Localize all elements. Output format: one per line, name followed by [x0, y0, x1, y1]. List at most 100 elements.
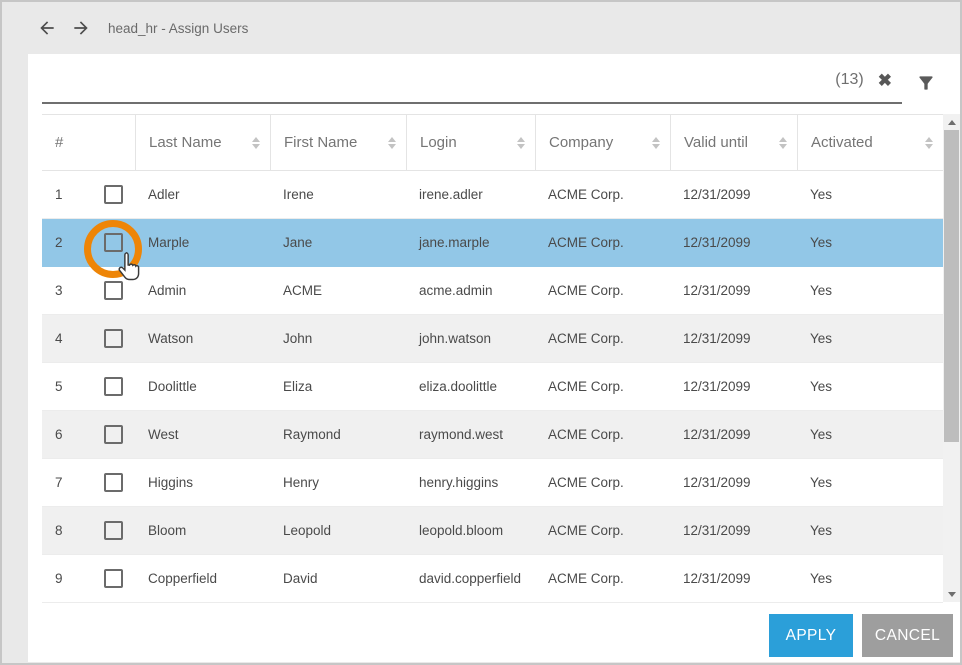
column-header-activated[interactable]: Activated — [797, 115, 943, 170]
column-header-valid-until[interactable]: Valid until — [670, 115, 797, 170]
cell-last-name: West — [148, 427, 179, 442]
cell-first-name: Eliza — [283, 379, 313, 394]
table-row-6[interactable]: 6 West Raymond raymond.west ACME Corp. 12/31/… — [42, 411, 943, 459]
column-header-label: Valid until — [684, 134, 748, 151]
cell-first-name: Raymond — [283, 427, 341, 442]
cell-valid-until: 12/31/2099 — [683, 571, 751, 586]
scroll-up-icon[interactable] — [943, 114, 960, 130]
row-9-checkbox[interactable] — [104, 569, 123, 588]
table-row-8[interactable]: 8 Bloom Leopold leopold.bloom ACME Corp. 12/3… — [42, 507, 943, 555]
table-row-1[interactable]: 1 Adler Irene irene.adler ACME Corp. 12/31/20… — [42, 171, 943, 219]
row-number: 4 — [55, 331, 63, 346]
row-number-cell: 8 — [42, 521, 135, 540]
cell-last-name: Watson — [148, 331, 194, 346]
cell-login: henry.higgins — [419, 475, 499, 490]
cell-last-name: Marple — [148, 235, 190, 250]
clear-filter-icon[interactable]: ✖ — [877, 70, 892, 90]
table-row-5[interactable]: 5 Doolittle Eliza eliza.doolittle ACME Corp.… — [42, 363, 943, 411]
row-number: 2 — [55, 235, 63, 250]
cell-company: ACME Corp. — [548, 523, 624, 538]
row-number: 1 — [55, 187, 63, 202]
column-header-label: Login — [420, 134, 457, 151]
cell-valid-until: 12/31/2099 — [683, 235, 751, 250]
column-header-first-name[interactable]: First Name — [270, 115, 406, 170]
column-header-label: Company — [549, 134, 614, 151]
column-header-login[interactable]: Login — [406, 115, 535, 170]
filter-field: (13) ✖ — [42, 58, 902, 104]
table-row-4[interactable]: 4 Watson John john.watson ACME Corp. 12/31/20… — [42, 315, 943, 363]
cell-valid-until: 12/31/2099 — [683, 283, 751, 298]
cell-activated: Yes — [810, 571, 833, 586]
dialog-panel: (13) ✖ # Last Name First Name Login Company V… — [28, 54, 960, 662]
sort-icon — [252, 136, 260, 149]
scroll-down-icon[interactable] — [943, 586, 960, 602]
row-1-checkbox[interactable] — [104, 185, 123, 204]
row-number-cell: 4 — [42, 329, 135, 348]
row-number-cell: 1 — [42, 185, 135, 204]
cell-last-name: Admin — [148, 283, 187, 298]
cell-login: irene.adler — [419, 187, 483, 202]
action-buttons: APPLY CANCEL — [769, 614, 953, 657]
row-number: 5 — [55, 379, 63, 394]
column-header-label: First Name — [284, 134, 358, 151]
cell-last-name: Higgins — [148, 475, 194, 490]
cell-valid-until: 12/31/2099 — [683, 427, 751, 442]
table-row-2[interactable]: 2 Marple Jane jane.marple ACME Corp. 12/31/20… — [42, 219, 943, 267]
row-number-cell: 9 — [42, 569, 135, 588]
cell-login: acme.admin — [419, 283, 493, 298]
table-row-9[interactable]: 9 Copperfield David david.copperfield ACME C… — [42, 555, 943, 603]
apply-button[interactable]: APPLY — [769, 614, 853, 657]
cell-activated: Yes — [810, 427, 833, 442]
row-number: 7 — [55, 475, 63, 490]
scrollbar-thumb[interactable] — [944, 130, 959, 442]
funnel-filter-icon[interactable] — [916, 73, 936, 98]
row-2-checkbox[interactable] — [104, 233, 123, 252]
cell-login: eliza.doolittle — [419, 379, 498, 394]
row-7-checkbox[interactable] — [104, 473, 123, 492]
cell-login: jane.marple — [419, 235, 490, 250]
cell-first-name: John — [283, 331, 313, 346]
cell-last-name: Copperfield — [148, 571, 218, 586]
row-number: 6 — [55, 427, 63, 442]
cancel-button[interactable]: CANCEL — [862, 614, 953, 657]
row-5-checkbox[interactable] — [104, 377, 123, 396]
cell-login: john.watson — [419, 331, 492, 346]
back-icon[interactable] — [36, 17, 58, 39]
row-number-cell: 3 — [42, 281, 135, 300]
table-row-3[interactable]: 3 Admin ACME acme.admin ACME Corp. 12/31/2099… — [42, 267, 943, 315]
cell-activated: Yes — [810, 379, 833, 394]
cell-activated: Yes — [810, 331, 833, 346]
row-3-checkbox[interactable] — [104, 281, 123, 300]
cell-company: ACME Corp. — [548, 331, 624, 346]
table-body: 1 Adler Irene irene.adler ACME Corp. 12/31/20… — [42, 171, 943, 603]
cell-first-name: Henry — [283, 475, 320, 490]
row-4-checkbox[interactable] — [104, 329, 123, 348]
row-number-cell: 6 — [42, 425, 135, 444]
filter-row: (13) ✖ — [28, 54, 960, 114]
forward-icon[interactable] — [70, 17, 92, 39]
cell-login: raymond.west — [419, 427, 504, 442]
column-header-company[interactable]: Company — [535, 115, 670, 170]
sort-icon — [652, 136, 660, 149]
cell-company: ACME Corp. — [548, 427, 624, 442]
row-number: 3 — [55, 283, 63, 298]
column-header-last-name[interactable]: Last Name — [135, 115, 270, 170]
search-input[interactable] — [42, 58, 836, 102]
vertical-scrollbar[interactable] — [943, 114, 960, 602]
row-6-checkbox[interactable] — [104, 425, 123, 444]
cell-company: ACME Corp. — [548, 283, 624, 298]
cell-company: ACME Corp. — [548, 379, 624, 394]
row-number-cell: 5 — [42, 377, 135, 396]
row-8-checkbox[interactable] — [104, 521, 123, 540]
row-number: 9 — [55, 571, 63, 586]
table-row-7[interactable]: 7 Higgins Henry henry.higgins ACME Corp. 12/3… — [42, 459, 943, 507]
sort-icon — [779, 136, 787, 149]
cell-last-name: Adler — [148, 187, 180, 202]
row-number-cell: 7 — [42, 473, 135, 492]
row-number-cell: 2 — [42, 233, 135, 252]
cell-valid-until: 12/31/2099 — [683, 187, 751, 202]
column-header-label: Last Name — [149, 134, 222, 151]
cell-company: ACME Corp. — [548, 235, 624, 250]
row-number: 8 — [55, 523, 63, 538]
